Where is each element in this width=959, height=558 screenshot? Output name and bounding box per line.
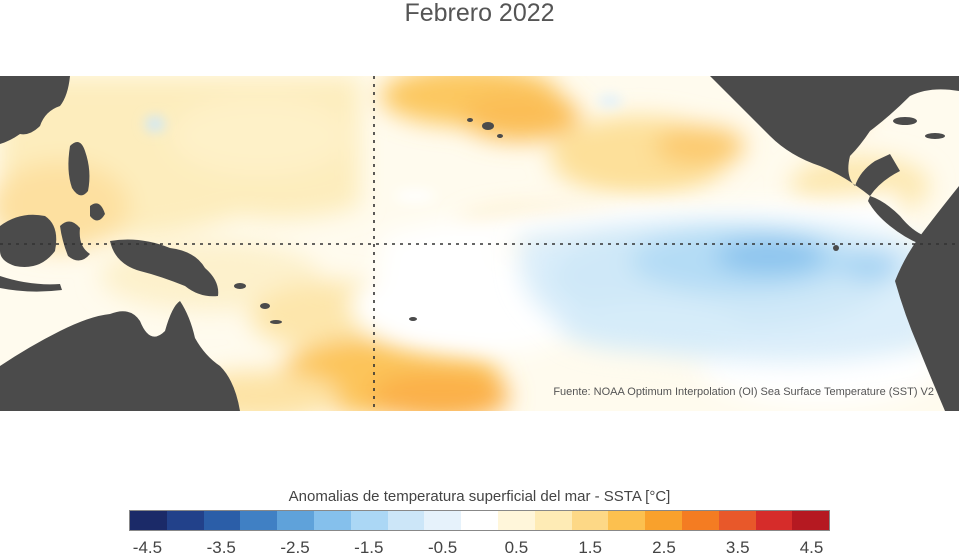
colorbar-swatch (424, 511, 462, 530)
colorbar-swatch (277, 511, 314, 530)
colorbar-swatch (571, 511, 609, 530)
colorbar-tick-label: 4.5 (799, 538, 824, 557)
colorbar-swatch (166, 511, 204, 530)
colorbar-swatch (792, 511, 830, 530)
colorbar-swatch (608, 511, 646, 530)
colorbar-swatch (313, 511, 351, 530)
data-source-note: Fuente: NOAA Optimum Interpolation (OI) … (553, 386, 934, 398)
colorbar-tick-label: -2.5 (280, 538, 310, 557)
colorbar-swatch (203, 511, 241, 530)
colorbar-tick-label: 3.5 (725, 538, 750, 557)
colorbar-swatch (645, 511, 682, 530)
colorbar-tick-label: 1.5 (578, 538, 602, 557)
colorbar-tick-label: -1.5 (354, 538, 384, 557)
colorbar-swatch (350, 511, 388, 530)
colorbar-swatch (240, 511, 278, 530)
colorbar-swatch (755, 511, 793, 530)
colorbar-swatch (387, 511, 425, 530)
colorbar-tick-label: 2.5 (652, 538, 676, 557)
colorbar (129, 510, 830, 531)
land-masses (0, 76, 959, 411)
colorbar-swatch (718, 511, 756, 530)
scattered-cool-spots (145, 95, 622, 202)
colorbar-tick-label: 0.5 (504, 538, 529, 557)
colorbar-swatch (130, 511, 167, 530)
colorbar-swatch (461, 511, 498, 530)
map-title: Febrero 2022 (404, 0, 555, 27)
colorbar-swatch (534, 511, 572, 530)
colorbar-tick-label: -4.5 (132, 538, 163, 557)
colorbar-title: Anomalias de temperatura superficial del… (288, 488, 671, 505)
colorbar-swatch (681, 511, 719, 530)
colorbar-tick-label: -3.5 (206, 538, 236, 557)
sst-anomaly-map (0, 76, 959, 411)
colorbar-tick-label: -0.5 (427, 538, 458, 557)
cool-anomaly-field (520, 220, 930, 362)
colorbar-swatch (497, 511, 535, 530)
